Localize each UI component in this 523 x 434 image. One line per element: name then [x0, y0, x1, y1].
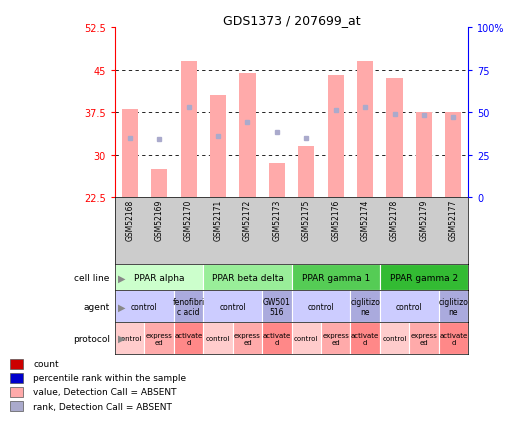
Title: GDS1373 / 207699_at: GDS1373 / 207699_at [223, 14, 360, 27]
Text: count: count [33, 359, 59, 368]
Text: activate
d: activate d [263, 332, 291, 345]
Text: percentile rank within the sample: percentile rank within the sample [33, 374, 187, 382]
Text: GSM52175: GSM52175 [302, 200, 311, 241]
Text: fenofibri
c acid: fenofibri c acid [173, 297, 204, 316]
Text: control: control [382, 335, 407, 341]
Bar [151, 169, 167, 197]
Text: protocol: protocol [73, 334, 110, 343]
Text: control: control [118, 335, 142, 341]
Bar [439, 322, 468, 354]
Text: PPAR beta delta: PPAR beta delta [211, 273, 283, 282]
Text: activate
d: activate d [175, 332, 203, 345]
Bar [298, 147, 314, 197]
Bar [233, 322, 262, 354]
Text: PPAR gamma 2: PPAR gamma 2 [390, 273, 458, 282]
Bar [180, 62, 197, 197]
Text: PPAR gamma 1: PPAR gamma 1 [302, 273, 370, 282]
Bar [122, 110, 138, 197]
Bar [115, 291, 174, 322]
Bar [439, 291, 468, 322]
Bar [416, 113, 432, 197]
Text: control: control [131, 302, 158, 311]
Text: express
ed: express ed [234, 332, 261, 345]
Text: GSM52174: GSM52174 [361, 200, 370, 241]
Text: GSM52172: GSM52172 [243, 200, 252, 240]
Text: control: control [206, 335, 230, 341]
Bar [292, 265, 380, 291]
Bar [386, 79, 403, 197]
Text: PPAR alpha: PPAR alpha [134, 273, 185, 282]
Bar [350, 322, 380, 354]
Text: activate
d: activate d [439, 332, 468, 345]
Bar [203, 291, 262, 322]
Text: ▶: ▶ [118, 333, 125, 343]
Bar [210, 96, 226, 197]
Bar [269, 164, 285, 197]
Text: GSM52173: GSM52173 [272, 200, 281, 241]
Bar [380, 322, 409, 354]
Text: rank, Detection Call = ABSENT: rank, Detection Call = ABSENT [33, 402, 172, 411]
Bar [445, 113, 461, 197]
Bar [292, 291, 350, 322]
Bar [321, 322, 350, 354]
Bar [240, 73, 256, 197]
Text: control: control [294, 335, 319, 341]
Text: ▶: ▶ [118, 302, 125, 312]
Text: ciglitizo
ne: ciglitizo ne [350, 297, 380, 316]
Bar [357, 62, 373, 197]
Text: GSM52168: GSM52168 [126, 200, 134, 240]
Text: GW501
516: GW501 516 [263, 297, 291, 316]
Text: GSM52176: GSM52176 [331, 200, 340, 241]
Bar [203, 265, 292, 291]
Text: activate
d: activate d [351, 332, 379, 345]
Bar [10, 373, 23, 383]
Text: value, Detection Call = ABSENT: value, Detection Call = ABSENT [33, 388, 177, 397]
Bar [380, 291, 439, 322]
Bar [174, 291, 203, 322]
Bar [380, 265, 468, 291]
Bar [292, 322, 321, 354]
Text: GSM52169: GSM52169 [155, 200, 164, 241]
Text: GSM52171: GSM52171 [213, 200, 222, 240]
Bar [10, 359, 23, 369]
Text: express
ed: express ed [322, 332, 349, 345]
Text: control: control [396, 302, 423, 311]
Bar [174, 322, 203, 354]
Text: express
ed: express ed [146, 332, 173, 345]
Text: GSM52179: GSM52179 [419, 200, 428, 241]
Text: cell line: cell line [74, 273, 110, 282]
Text: agent: agent [84, 302, 110, 311]
Text: express
ed: express ed [411, 332, 437, 345]
Bar [410, 322, 439, 354]
Bar [115, 265, 203, 291]
Bar [262, 291, 292, 322]
Text: GSM52177: GSM52177 [449, 200, 458, 241]
Bar [10, 387, 23, 397]
Text: ▶: ▶ [118, 273, 125, 283]
Text: control: control [219, 302, 246, 311]
Text: GSM52170: GSM52170 [184, 200, 193, 241]
Text: control: control [308, 302, 334, 311]
Bar [144, 322, 174, 354]
Bar [350, 291, 380, 322]
Bar [203, 322, 233, 354]
Bar [10, 401, 23, 411]
Bar [262, 322, 292, 354]
Bar [115, 322, 144, 354]
Text: ciglitizo
ne: ciglitizo ne [438, 297, 468, 316]
Bar [327, 76, 344, 197]
Text: GSM52178: GSM52178 [390, 200, 399, 240]
